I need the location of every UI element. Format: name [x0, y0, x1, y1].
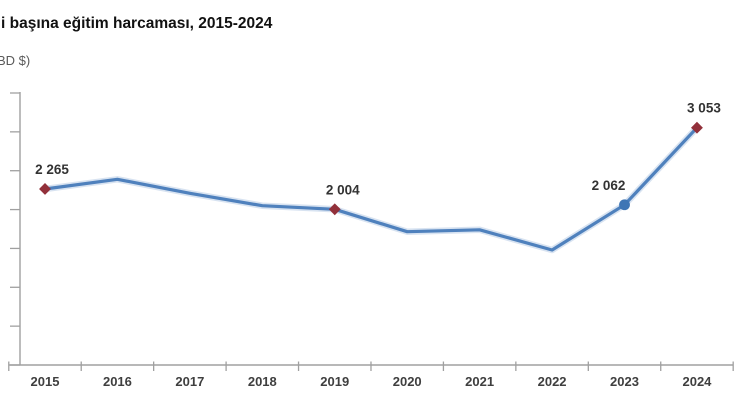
x-tick-label-2015: 2015 — [31, 374, 60, 389]
y-axis-unit-label: BD $) — [0, 53, 31, 68]
x-tick-label-2023: 2023 — [610, 374, 639, 389]
x-tick-label-2018: 2018 — [248, 374, 277, 389]
chart-labels: 2 265 2 004 2 062 3 053 2015 2016 2017 2018 2019… — [31, 101, 722, 389]
data-point-marker-2023 — [619, 199, 630, 211]
x-tick-label-2017: 2017 — [175, 374, 204, 389]
x-tick-label-2021: 2021 — [465, 374, 494, 389]
x-tick-label-2024: 2024 — [682, 374, 712, 389]
data-series — [39, 121, 703, 254]
data-line — [43, 126, 699, 252]
axes — [8, 92, 734, 371]
x-tick-label-2019: 2019 — [320, 374, 349, 389]
data-label-2015: 2 265 — [35, 162, 69, 177]
data-label-2024: 3 053 — [687, 101, 721, 116]
x-tick-label-2020: 2020 — [393, 374, 422, 389]
data-label-2023: 2 062 — [592, 178, 626, 193]
chart-title: i başına eğitim harcaması, 2015-2024 — [1, 15, 273, 32]
data-label-2019: 2 004 — [326, 182, 360, 197]
x-tick-label-2022: 2022 — [538, 374, 567, 389]
data-point-marker-2015 — [39, 183, 51, 195]
x-tick-label-2016: 2016 — [103, 374, 132, 389]
